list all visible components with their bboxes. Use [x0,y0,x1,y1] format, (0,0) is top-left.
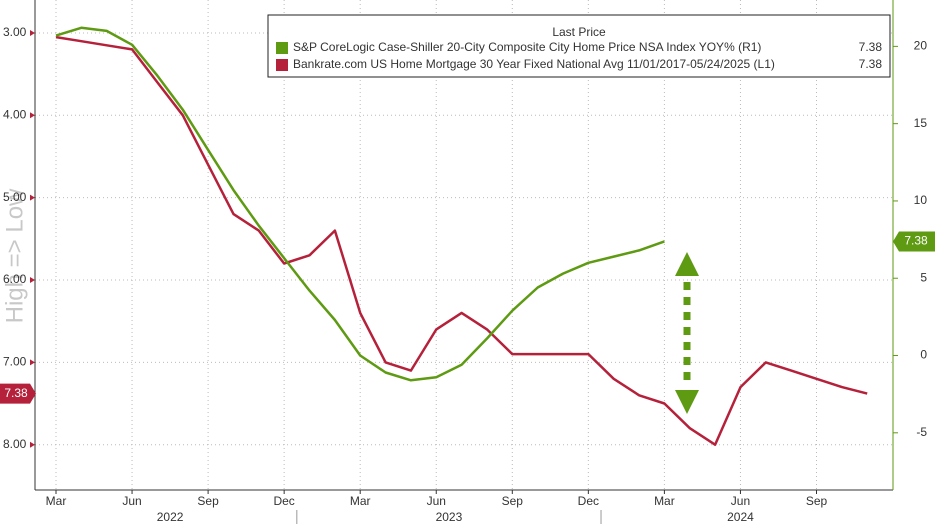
y2-tick-label: 0 [920,348,927,362]
legend-title: Last Price [552,25,606,39]
x-tick-label: Mar [654,494,675,508]
year-label: 2022 [157,510,184,524]
y-tick-mark [30,112,35,119]
legend-swatch [276,59,288,71]
y-tick-label: 3.00 [3,25,27,39]
double-arrow [675,252,699,414]
y-tick-label: 7.00 [3,355,27,369]
y-tick-label: 6.00 [3,272,27,286]
x-tick-label: Mar [350,494,371,508]
legend: Last Price S&P CoreLogic Case-Shiller 20… [267,14,891,78]
data-line [55,26,665,382]
plot-layer [55,26,868,446]
x-tick-label: Dec [273,494,294,508]
y-tick-label: 5.00 [3,190,27,204]
y-tick-mark [30,194,35,201]
legend-label: Bankrate.com US Home Mortgage 30 Year Fi… [293,57,775,71]
x-tick-label: Sep [806,494,828,508]
x-tick-label: Dec [578,494,599,508]
price-tag [893,231,935,252]
y-tick-mark [30,441,35,448]
legend-value: 7.38 [859,40,883,54]
x-tick-label: Jun [122,494,141,508]
legend-swatch [276,42,288,54]
price-tag-label: 7.38 [4,386,28,400]
y-tick-mark [30,277,35,283]
y-tick-mark [30,359,35,366]
y2-tick-label: 5 [920,270,927,284]
x-tick-label: Mar [46,494,67,508]
y2-tick-label: 20 [914,39,928,53]
y-tick-label: 8.00 [3,437,27,451]
legend-value: 7.38 [859,57,883,71]
grid-layer [35,0,893,490]
y2-tick-label: 15 [914,116,928,130]
y2-tick-label: -5 [916,425,927,439]
y-axis-label: High => Low [1,188,28,323]
data-line [55,35,868,446]
x-tick-label: Jun [427,494,446,508]
year-label: 2024 [727,510,754,524]
x-tick-label: Sep [502,494,524,508]
y2-tick-label: 10 [914,193,928,207]
x-tick-label: Sep [197,494,219,508]
y-tick-mark [30,29,35,36]
year-label: 2023 [436,510,463,524]
x-tick-label: Jun [731,494,750,508]
price-tag [0,383,36,404]
legend-label: S&P CoreLogic Case-Shiller 20-City Compo… [293,40,761,54]
price-tag-label: 7.38 [904,234,928,248]
y-tick-label: 4.00 [3,107,27,121]
